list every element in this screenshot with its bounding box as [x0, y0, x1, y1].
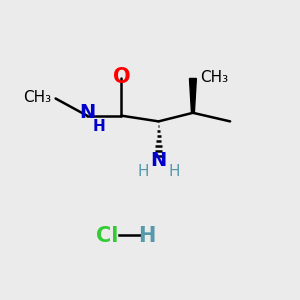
Text: H: H — [93, 119, 105, 134]
Text: Cl: Cl — [96, 226, 118, 246]
Polygon shape — [190, 79, 196, 113]
Text: O: O — [112, 67, 130, 87]
Text: N: N — [151, 151, 167, 169]
Text: H: H — [169, 164, 180, 179]
Text: N: N — [79, 103, 95, 122]
Text: CH₃: CH₃ — [23, 90, 51, 105]
Text: H: H — [137, 164, 148, 179]
Text: H: H — [139, 226, 156, 246]
Text: CH₃: CH₃ — [200, 70, 228, 85]
